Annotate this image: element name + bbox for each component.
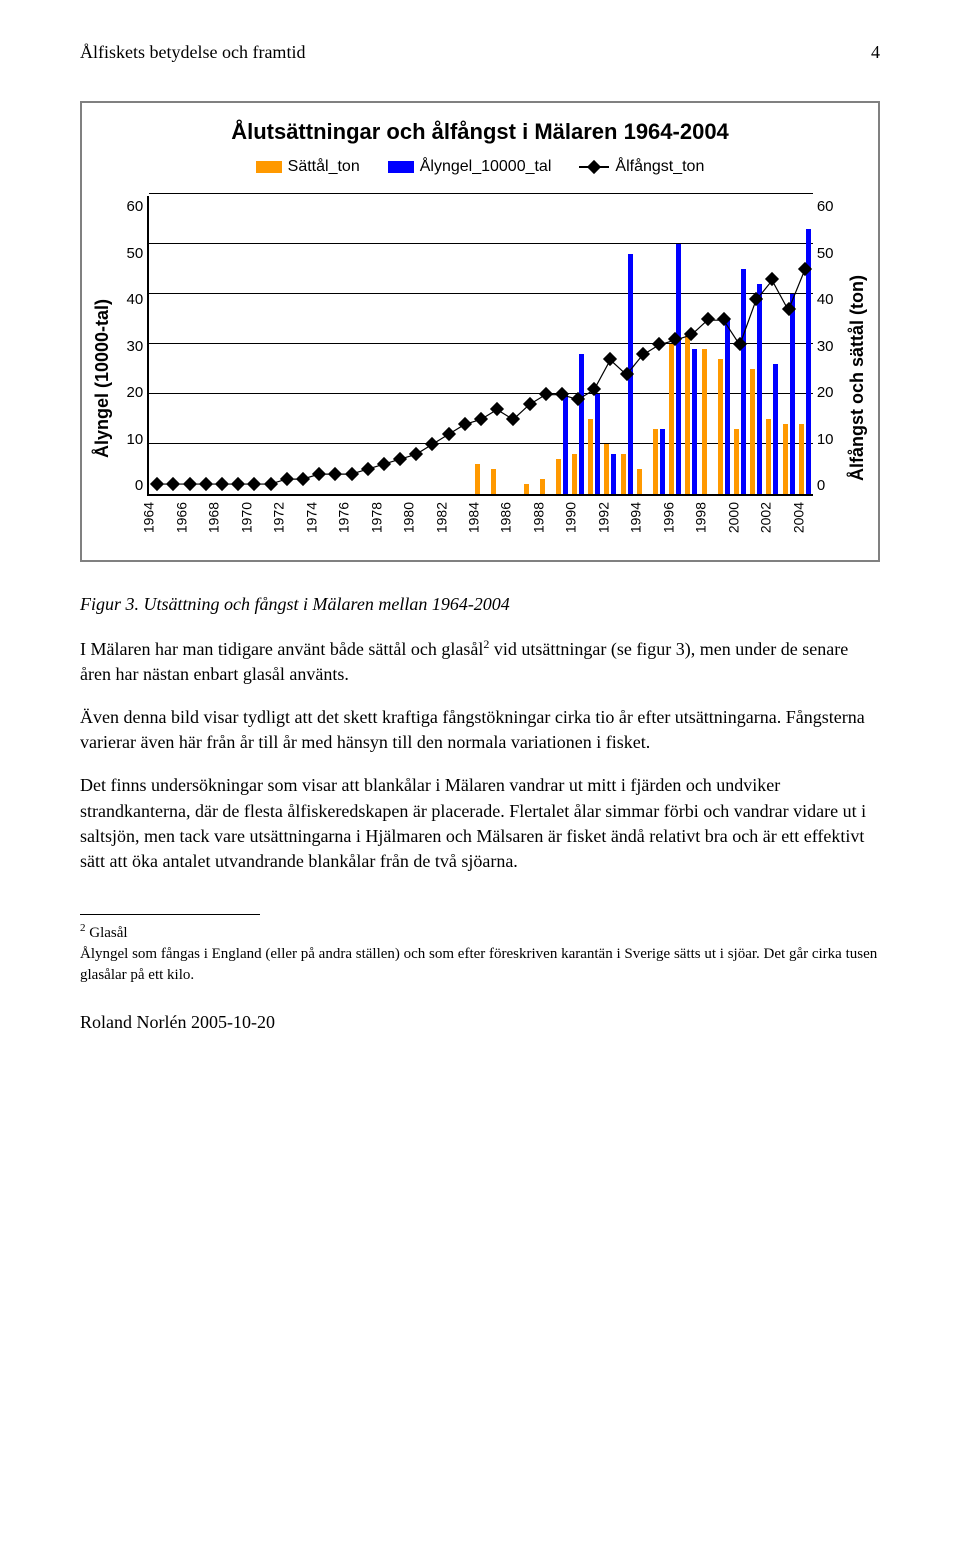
y-axis-right-label: Ålfångst och sättål (ton)	[841, 196, 874, 560]
x-axis-labels: 1964196619681970197219741976197819801982…	[147, 496, 813, 560]
legend-swatch	[388, 161, 414, 173]
legend-label: Ålfångst_ton	[615, 156, 704, 178]
x-tick-label: 1982	[432, 502, 452, 533]
legend-label: Ålyngel_10000_tal	[420, 156, 552, 178]
x-tick-label: 1984	[464, 502, 484, 533]
doc-title: Ålfiskets betydelse och framtid	[80, 40, 305, 65]
line-series	[149, 196, 813, 494]
chart-plot-area	[147, 196, 813, 496]
chart-title: Ålutsättningar och ålfångst i Mälaren 19…	[82, 103, 878, 156]
x-tick-label: 2004	[789, 502, 809, 533]
legend-item-sattal: Sättål_ton	[256, 156, 360, 178]
x-tick-label: 1988	[529, 502, 549, 533]
body-text: I Mälaren har man tidigare använt både s…	[80, 636, 880, 875]
x-tick-label: 1972	[270, 502, 290, 533]
chart-container: Ålutsättningar och ålfångst i Mälaren 19…	[80, 101, 880, 562]
footnote-text: Ålyngel som fångas i England (eller på a…	[80, 946, 877, 983]
legend-item-fangst: Ålfångst_ton	[579, 156, 704, 178]
figure-caption: Figur 3. Utsättning och fångst i Mälaren…	[80, 592, 880, 617]
x-tick-label: 1980	[399, 502, 419, 533]
page-header: Ålfiskets betydelse och framtid 4	[80, 40, 880, 65]
paragraph-3: Det finns undersökningar som visar att b…	[80, 773, 880, 874]
x-tick-label: 1974	[302, 502, 322, 533]
chart-legend: Sättål_ton Ålyngel_10000_tal Ålfångst_ton	[82, 156, 878, 178]
footnote-term: Glasål	[89, 925, 127, 941]
x-tick-label: 1990	[562, 502, 582, 533]
x-tick-label: 1992	[594, 502, 614, 533]
x-tick-label: 2002	[757, 502, 777, 533]
x-tick-label: 2000	[724, 502, 744, 533]
footnote-separator	[80, 914, 260, 915]
y-axis-right-ticks: 6050403020100	[813, 196, 841, 496]
x-tick-label: 1996	[659, 502, 679, 533]
legend-swatch	[256, 161, 282, 173]
x-tick-label: 1994	[627, 502, 647, 533]
x-tick-label: 1964	[140, 502, 160, 533]
paragraph-1: I Mälaren har man tidigare använt både s…	[80, 636, 880, 687]
x-tick-label: 1966	[172, 502, 192, 533]
page-footer: Roland Norlén 2005-10-20	[80, 1010, 880, 1035]
y-axis-left-label: Ålyngel (10000-tal)	[86, 196, 119, 560]
footnote: 2 Glasål Ålyngel som fångas i England (e…	[80, 921, 880, 986]
x-tick-label: 1986	[497, 502, 517, 533]
footnote-marker: 2	[80, 922, 86, 934]
legend-label: Sättål_ton	[288, 156, 360, 178]
gridline	[149, 193, 813, 194]
x-tick-label: 1978	[367, 502, 387, 533]
page-number: 4	[871, 40, 880, 65]
y-axis-left-ticks: 6050403020100	[119, 196, 147, 496]
x-tick-label: 1976	[335, 502, 355, 533]
paragraph-2: Även denna bild visar tydligt att det sk…	[80, 705, 880, 755]
x-tick-label: 1998	[692, 502, 712, 533]
legend-line-marker	[579, 166, 609, 168]
paragraph-1a: I Mälaren har man tidigare använt både s…	[80, 639, 483, 659]
x-tick-label: 1970	[237, 502, 257, 533]
legend-item-alyngel: Ålyngel_10000_tal	[388, 156, 552, 178]
x-tick-label: 1968	[205, 502, 225, 533]
